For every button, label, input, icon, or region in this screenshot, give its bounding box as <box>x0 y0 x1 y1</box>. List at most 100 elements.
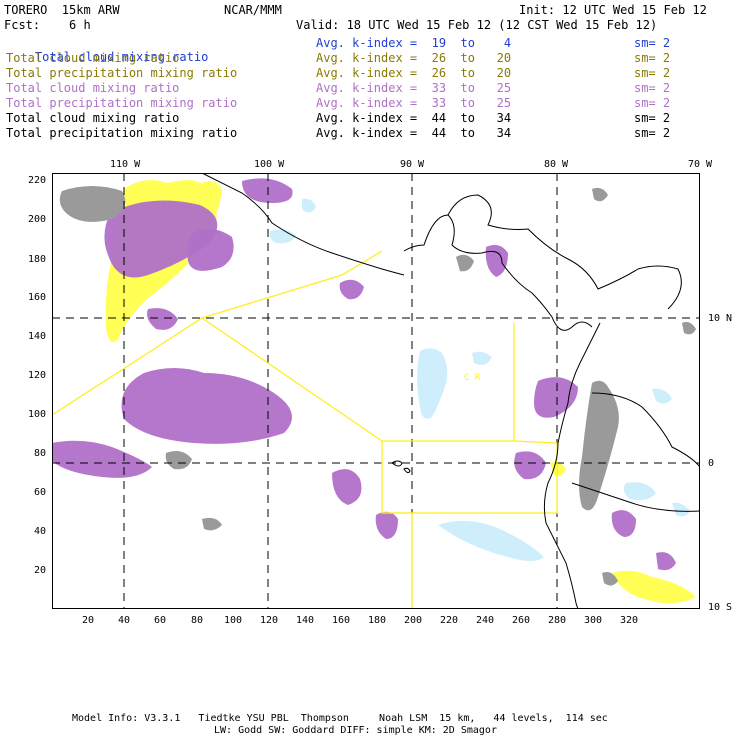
legend-field: Total cloud mixing ratio <box>34 50 209 64</box>
legend-kindex: Avg. k-index = 26 to 20 <box>316 51 512 65</box>
grid-x-label: 220 <box>440 615 459 626</box>
legend-field: Total cloud mixing ratio <box>6 51 180 65</box>
lon-label: 100 W <box>254 159 285 170</box>
legend-kindex: Avg. k-index = 33 to 25 <box>316 96 512 110</box>
legend-smooth: sm= 2 <box>634 81 671 95</box>
legend-smooth: sm= 2 <box>634 126 671 140</box>
cloud-patch <box>339 279 364 300</box>
legend-smooth: sm= 2 <box>634 66 671 80</box>
cloud-patch <box>52 440 152 478</box>
south-america-border <box>571 482 700 512</box>
cloud-patch <box>302 198 316 213</box>
grid-x-label: 280 <box>548 615 567 626</box>
cloud-patch <box>592 187 608 202</box>
legend-smooth: sm= 2 <box>634 36 671 50</box>
cloud-patch <box>202 517 222 531</box>
domain-boundary <box>201 317 515 442</box>
galapagos <box>391 460 411 474</box>
coastlines <box>201 173 700 609</box>
cloud-patch <box>375 511 398 539</box>
south-america-border <box>591 392 700 468</box>
graticule <box>52 173 700 609</box>
legend-smooth: sm= 2 <box>634 111 671 125</box>
central-america-coast <box>403 214 593 331</box>
grid-x-label: 260 <box>512 615 531 626</box>
gray-cloud-fields <box>59 186 696 586</box>
legend-kindex: Avg. k-index = 44 to 34 <box>316 111 512 125</box>
cloud-patch <box>672 502 690 517</box>
grid-y-label: 180 <box>28 254 47 265</box>
magenta-cloud-fields <box>52 178 676 571</box>
lon-label: 80 W <box>544 159 569 170</box>
cloud-patch <box>242 178 293 203</box>
forecast-map: C R <box>52 173 700 609</box>
legend-kindex: Avg. k-index = 44 to 34 <box>316 126 512 140</box>
cloud-patch <box>623 482 656 501</box>
grid-y-label: 20 <box>34 565 47 576</box>
cloud-patch <box>456 254 474 272</box>
legend-kindex: Avg. k-index = 19 to 4 <box>316 36 512 50</box>
cloud-patch <box>611 510 636 537</box>
caribbean-coast <box>447 194 682 310</box>
grid-y-label: 100 <box>28 409 47 420</box>
valid-time: Valid: 18 UTC Wed 15 Feb 12 (12 CST Wed … <box>296 18 658 32</box>
org-label: NCAR/MMM <box>224 3 282 17</box>
legend-field: Total cloud mixing ratio <box>6 111 180 125</box>
cloud-patch <box>269 229 296 244</box>
legend-row: Total cloud mixing ratio <box>6 36 208 78</box>
init-time: Init: 12 UTC Wed 15 Feb 12 <box>519 3 707 17</box>
grid-y-label: 200 <box>28 214 47 225</box>
legend-smooth: sm= 2 <box>634 96 671 110</box>
forecast-hour: Fcst: 6 h <box>4 18 91 32</box>
cloud-patch <box>59 186 126 222</box>
cloud-patch <box>187 228 234 271</box>
legend-kindex: Avg. k-index = 33 to 25 <box>316 81 512 95</box>
cloud-patch <box>550 461 566 477</box>
cloud-patch <box>147 308 178 330</box>
lat-label: 0 <box>708 458 715 469</box>
physics-info: LW: Godd SW: Goddard DIFF: simple KM: 2D… <box>214 725 497 736</box>
legend-field: Total precipitation mixing ratio <box>6 96 238 110</box>
legend-field: Total cloud mixing ratio <box>6 81 180 95</box>
cloud-patch <box>682 321 696 335</box>
lon-label: 90 W <box>400 159 425 170</box>
grid-x-label: 100 <box>224 615 243 626</box>
grid-x-label: 320 <box>620 615 639 626</box>
grid-x-label: 180 <box>368 615 387 626</box>
domain-boundary <box>382 440 558 514</box>
cloud-patch <box>104 200 218 278</box>
mexico-coastline <box>201 173 405 276</box>
cloud-patch <box>417 348 448 419</box>
legend-smooth: sm= 2 <box>634 51 671 65</box>
grid-x-label: 300 <box>584 615 603 626</box>
grid-y-label: 80 <box>34 448 47 459</box>
cloud-patch <box>485 245 508 277</box>
grid-x-label: 40 <box>118 615 131 626</box>
grid-y-label: 60 <box>34 487 47 498</box>
country-label: C R <box>464 373 481 383</box>
cloud-patch <box>602 572 618 586</box>
cloud-patch <box>165 451 192 470</box>
grid-y-label: 140 <box>28 331 47 342</box>
legend-kindex: Avg. k-index = 26 to 20 <box>316 66 512 80</box>
grid-y-label: 220 <box>28 175 47 186</box>
lat-label: 10 S <box>708 602 733 613</box>
grid-x-label: 240 <box>476 615 495 626</box>
grid-y-label: 160 <box>28 292 47 303</box>
south-america-west-coast <box>543 322 601 609</box>
legend-field: Total precipitation mixing ratio <box>6 66 238 80</box>
grid-y-label: 120 <box>28 370 47 381</box>
grid-x-label: 200 <box>404 615 423 626</box>
cloud-patch <box>472 351 492 365</box>
model-title: TORERO 15km ARW <box>4 3 120 17</box>
grid-x-label: 140 <box>296 615 315 626</box>
cloud-patch <box>514 451 546 480</box>
cloud-patch <box>656 552 676 571</box>
grid-x-label: 60 <box>154 615 167 626</box>
cloud-patch <box>332 469 362 505</box>
grid-x-label: 160 <box>332 615 351 626</box>
legend-field: Total precipitation mixing ratio <box>6 126 238 140</box>
light-blue-cloud-fields <box>269 198 690 561</box>
lon-label: 70 W <box>688 159 713 170</box>
model-info: Model Info: V3.3.1 Tiedtke YSU PBL Thomp… <box>72 713 608 724</box>
